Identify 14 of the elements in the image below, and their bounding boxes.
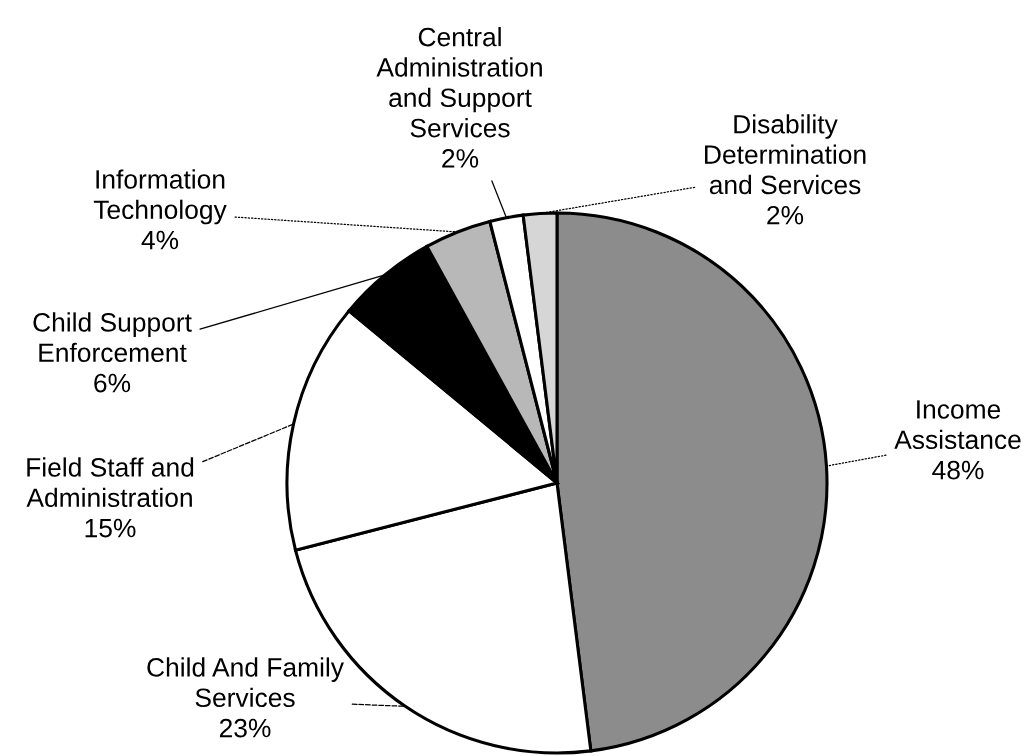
- slice-label: Child And Family Services: [147, 657, 344, 708]
- data-label: 4%: [141, 230, 179, 250]
- slice-label: Disability Determination and Services: [705, 114, 866, 195]
- data-label: 2%: [442, 149, 479, 168]
- slice-label: Income Assistance: [894, 400, 1021, 450]
- data-label: 2%: [767, 205, 804, 225]
- data-label: 48%: [932, 460, 984, 480]
- slice-label: Information Technology: [93, 169, 227, 225]
- slice-label: Child Support Enforcement: [33, 312, 192, 363]
- data-label: 6%: [94, 373, 131, 393]
- data-label: 15%: [85, 518, 136, 538]
- data-label: 23%: [219, 718, 271, 738]
- slice-label: Field Staff and Administration: [26, 457, 194, 508]
- slice-label: Central Administration and Support Services: [376, 27, 542, 138]
